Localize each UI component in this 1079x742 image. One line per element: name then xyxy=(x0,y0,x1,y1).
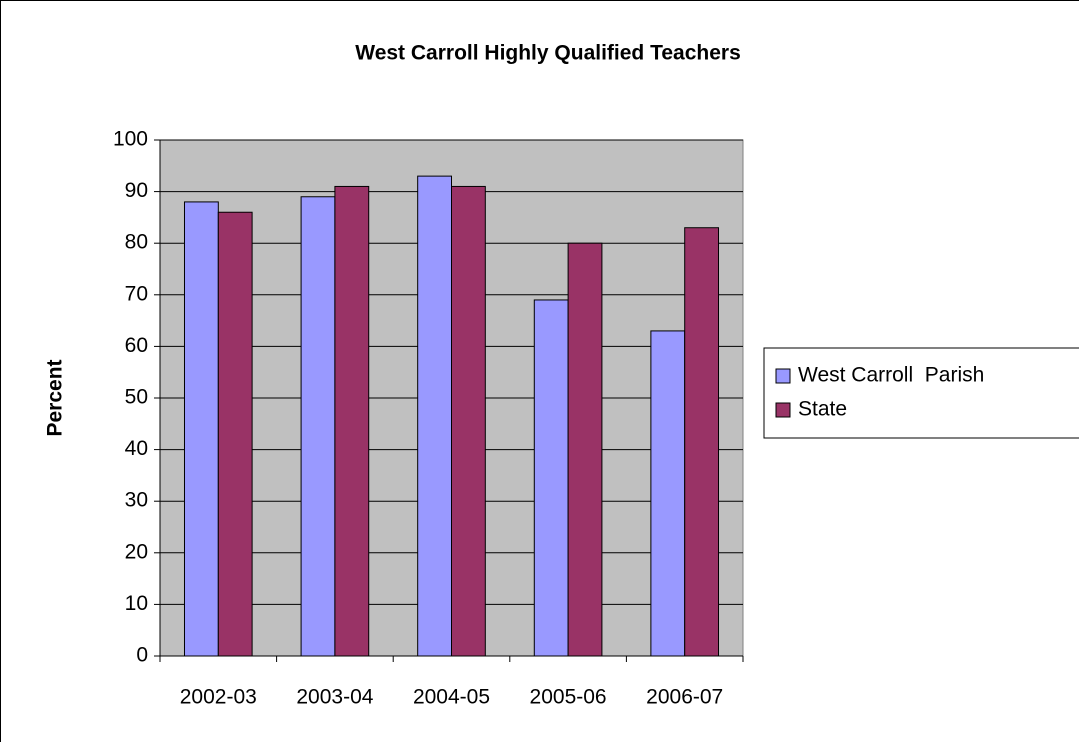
y-tick-label: 80 xyxy=(125,231,148,254)
x-tick-label: 2006-07 xyxy=(646,686,723,709)
legend-box xyxy=(763,347,1079,439)
bar xyxy=(451,185,486,657)
legend-swatch xyxy=(775,368,791,384)
y-axis-label: Percent xyxy=(44,359,67,436)
bar xyxy=(183,201,219,657)
legend-label: State xyxy=(798,398,847,421)
y-tick-label: 20 xyxy=(125,540,148,563)
x-tick-label: 2003-04 xyxy=(296,686,373,709)
y-tick-label: 90 xyxy=(125,179,148,202)
y-tick-label: 30 xyxy=(125,489,148,512)
x-tick-label: 2004-05 xyxy=(413,686,490,709)
legend-swatch xyxy=(775,402,791,418)
bar xyxy=(684,227,720,657)
y-tick-label: 0 xyxy=(136,644,148,667)
x-tick-label: 2005-06 xyxy=(530,686,607,709)
bar xyxy=(650,330,686,657)
bar xyxy=(217,211,253,657)
y-tick-label: 70 xyxy=(125,282,148,305)
bar xyxy=(533,299,569,657)
bar xyxy=(334,185,370,657)
y-tick-label: 40 xyxy=(125,437,148,460)
bar xyxy=(417,175,453,657)
y-tick-label: 60 xyxy=(125,334,148,357)
y-tick-label: 50 xyxy=(125,386,148,409)
y-tick-label: 100 xyxy=(113,128,148,151)
bar xyxy=(300,196,336,657)
x-tick-label: 2002-03 xyxy=(180,686,257,709)
chart-title: West Carroll Highly Qualified Teachers xyxy=(355,42,741,65)
bar xyxy=(567,242,603,657)
legend-label: West Carroll Parish xyxy=(798,364,984,387)
y-tick-label: 10 xyxy=(125,592,148,615)
